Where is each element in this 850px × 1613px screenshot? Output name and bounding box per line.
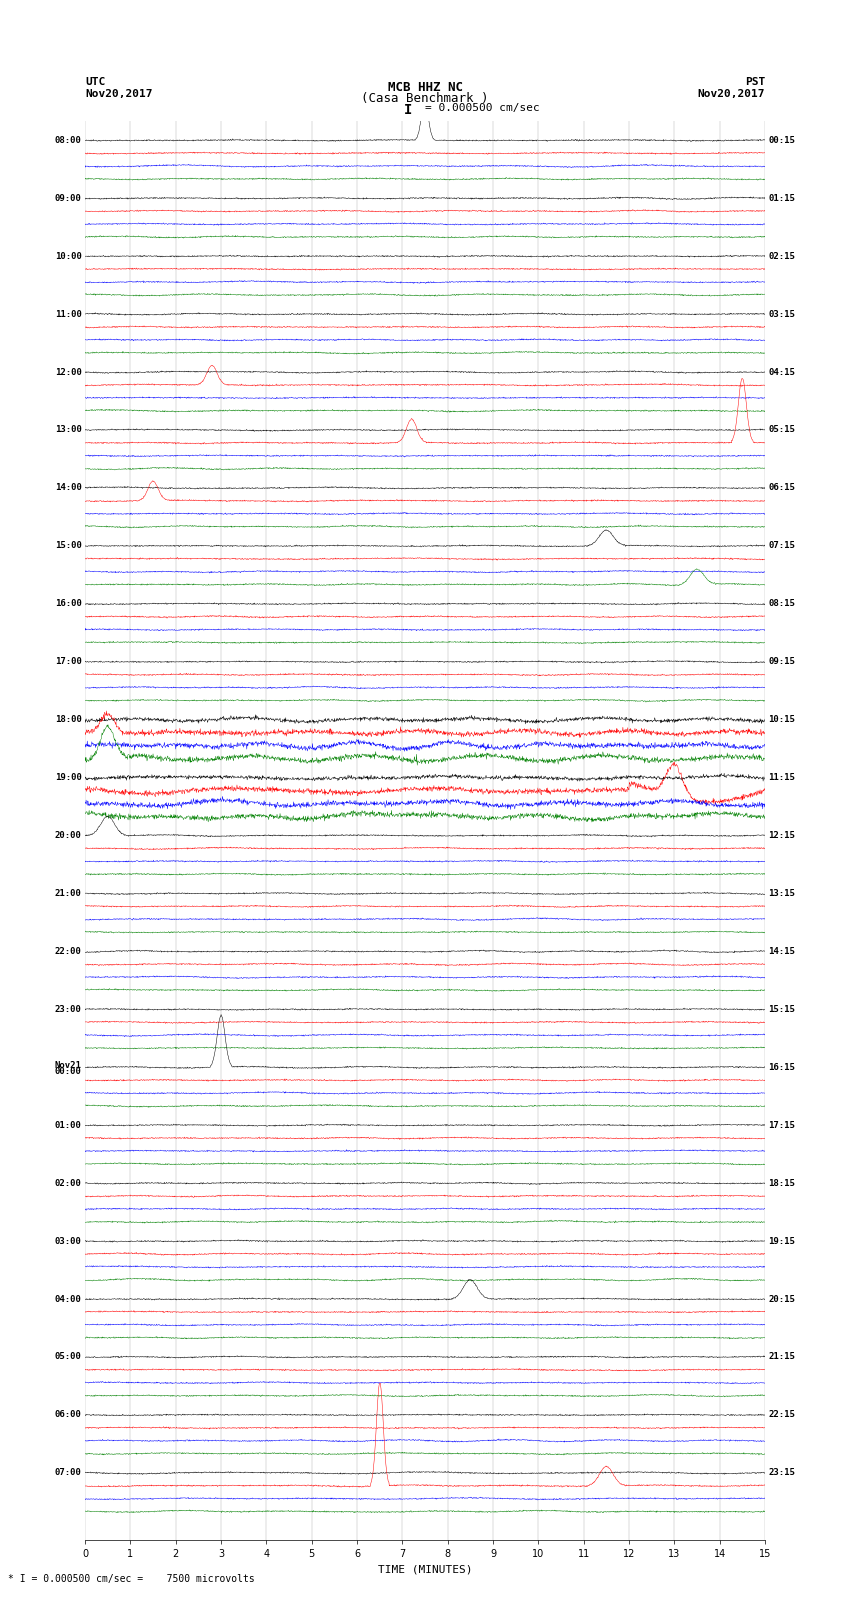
Text: 21:15: 21:15 [768, 1352, 796, 1361]
Text: 15:00: 15:00 [54, 542, 82, 550]
Text: 09:00: 09:00 [54, 194, 82, 203]
Text: 08:15: 08:15 [768, 600, 796, 608]
Text: Nov21: Nov21 [54, 1061, 82, 1069]
Text: PST: PST [745, 77, 765, 87]
Text: 00:15: 00:15 [768, 135, 796, 145]
Text: 17:15: 17:15 [768, 1121, 796, 1129]
Text: 19:15: 19:15 [768, 1237, 796, 1245]
Text: 08:00: 08:00 [54, 135, 82, 145]
Text: Nov20,2017: Nov20,2017 [85, 89, 152, 98]
Text: 06:00: 06:00 [54, 1410, 82, 1419]
Text: 03:00: 03:00 [54, 1237, 82, 1245]
Text: 05:15: 05:15 [768, 426, 796, 434]
Text: 17:00: 17:00 [54, 656, 82, 666]
Text: 20:15: 20:15 [768, 1295, 796, 1303]
Text: 23:15: 23:15 [768, 1468, 796, 1478]
Text: 13:00: 13:00 [54, 426, 82, 434]
Text: 22:00: 22:00 [54, 947, 82, 957]
Text: Nov20,2017: Nov20,2017 [698, 89, 765, 98]
Text: 12:00: 12:00 [54, 368, 82, 376]
Text: 18:15: 18:15 [768, 1179, 796, 1187]
Text: 02:15: 02:15 [768, 252, 796, 261]
Text: 15:15: 15:15 [768, 1005, 796, 1015]
Text: 19:00: 19:00 [54, 773, 82, 782]
Text: 11:15: 11:15 [768, 773, 796, 782]
Text: MCB HHZ NC: MCB HHZ NC [388, 81, 462, 94]
Text: 18:00: 18:00 [54, 715, 82, 724]
Text: 06:15: 06:15 [768, 484, 796, 492]
Text: 20:00: 20:00 [54, 831, 82, 840]
Text: 04:00: 04:00 [54, 1295, 82, 1303]
Text: = 0.000500 cm/sec: = 0.000500 cm/sec [425, 103, 540, 113]
Text: 05:00: 05:00 [54, 1352, 82, 1361]
Text: * I = 0.000500 cm/sec =    7500 microvolts: * I = 0.000500 cm/sec = 7500 microvolts [8, 1574, 255, 1584]
Text: 22:15: 22:15 [768, 1410, 796, 1419]
Text: 02:00: 02:00 [54, 1179, 82, 1187]
Text: 10:15: 10:15 [768, 715, 796, 724]
Text: 21:00: 21:00 [54, 889, 82, 898]
Text: 16:00: 16:00 [54, 600, 82, 608]
X-axis label: TIME (MINUTES): TIME (MINUTES) [377, 1565, 473, 1574]
Text: 03:15: 03:15 [768, 310, 796, 319]
Text: (Casa Benchmark ): (Casa Benchmark ) [361, 92, 489, 105]
Text: 07:15: 07:15 [768, 542, 796, 550]
Text: 13:15: 13:15 [768, 889, 796, 898]
Text: 09:15: 09:15 [768, 656, 796, 666]
Text: 16:15: 16:15 [768, 1063, 796, 1071]
Text: 14:15: 14:15 [768, 947, 796, 957]
Text: UTC: UTC [85, 77, 105, 87]
Text: 14:00: 14:00 [54, 484, 82, 492]
Text: 01:00: 01:00 [54, 1121, 82, 1129]
Text: 01:15: 01:15 [768, 194, 796, 203]
Text: 07:00: 07:00 [54, 1468, 82, 1478]
Text: 12:15: 12:15 [768, 831, 796, 840]
Text: 00:00: 00:00 [54, 1068, 82, 1076]
Text: I: I [404, 103, 412, 118]
Text: 10:00: 10:00 [54, 252, 82, 261]
Text: 11:00: 11:00 [54, 310, 82, 319]
Text: 23:00: 23:00 [54, 1005, 82, 1015]
Text: 04:15: 04:15 [768, 368, 796, 376]
